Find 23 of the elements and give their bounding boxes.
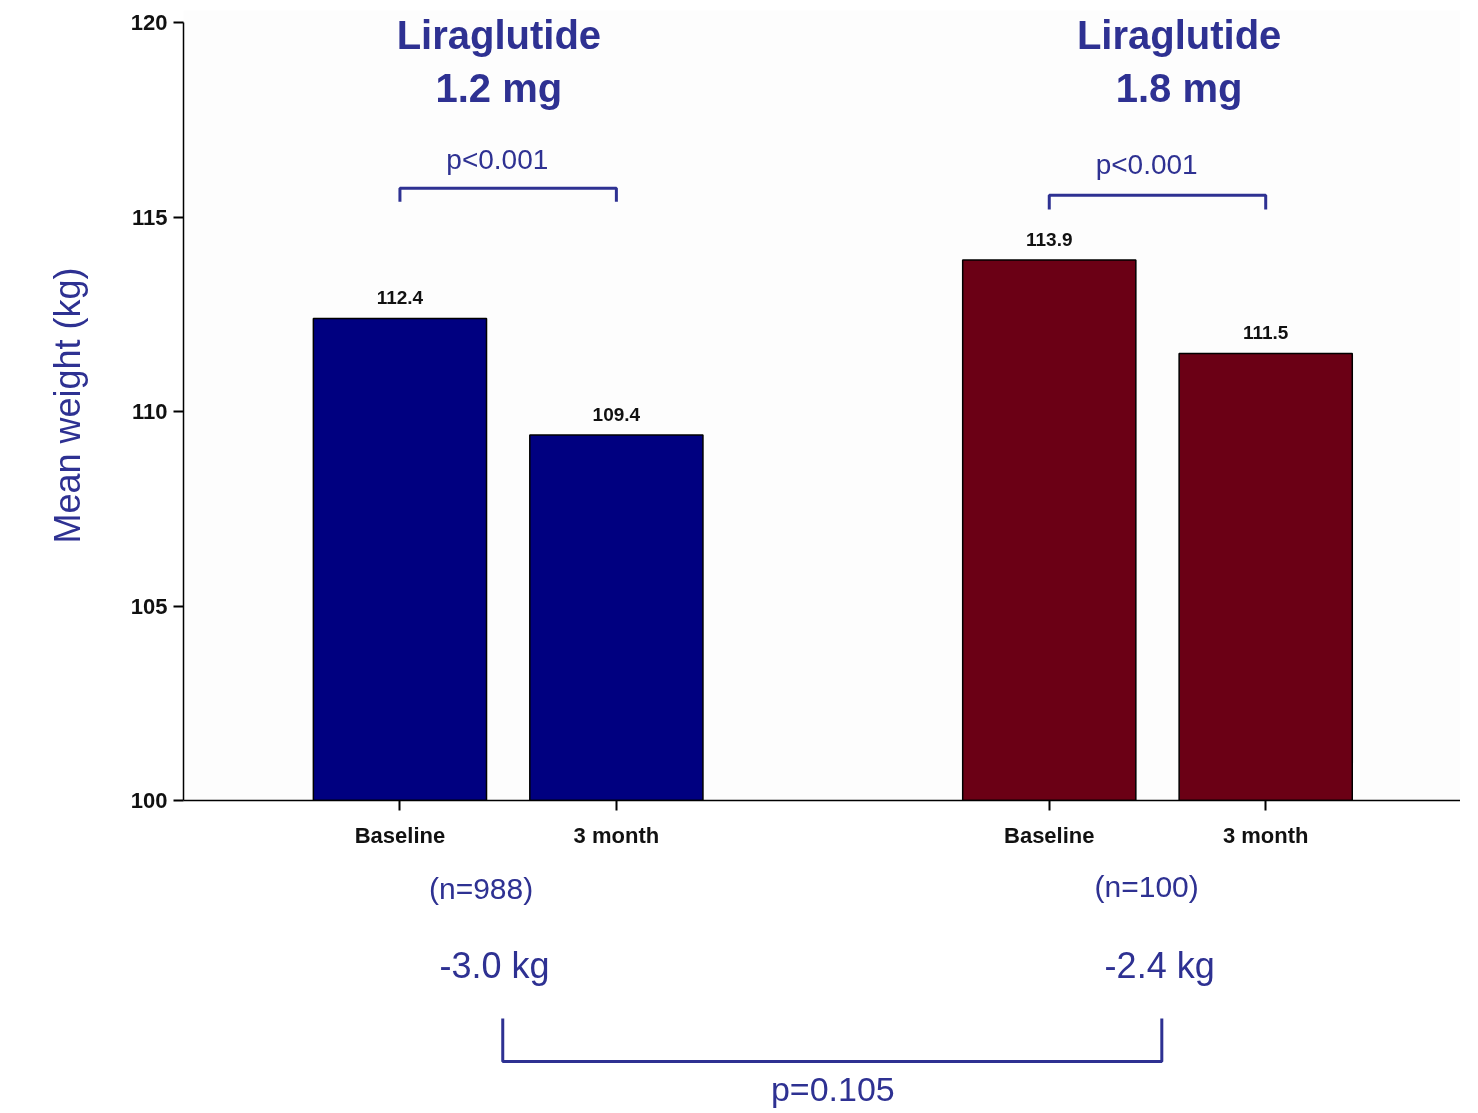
data-label: 109.4 <box>592 404 641 426</box>
y-tick-label: 100 <box>130 788 168 813</box>
x-tick-label: 3 month <box>1222 822 1309 848</box>
text: p=0.105 <box>770 1069 895 1108</box>
x-tick-label: 3 month <box>573 822 660 848</box>
y-tick-label: 120 <box>130 10 168 36</box>
text: (n=100) <box>1094 870 1199 903</box>
y-axis-title: Mean weight (kg) <box>46 267 88 544</box>
y-tick-label: 110 <box>132 399 168 425</box>
text: -3.0 kg <box>439 945 550 986</box>
annotation: p<0.001 <box>1095 148 1198 180</box>
data-label: 112.4 <box>376 287 424 309</box>
annotation: p<0.001 <box>446 143 549 175</box>
y-tick-label: 105 <box>130 593 168 619</box>
data-label: 111.5 <box>1242 322 1289 344</box>
annotation: Liraglutide 1.2 mg <box>396 13 602 111</box>
x-tick-label: Baseline <box>1004 822 1095 848</box>
y-tick-label: 115 <box>132 204 168 230</box>
annotation: Liraglutide 1.8 mg <box>1076 13 1282 111</box>
text: (n=988) <box>428 872 534 905</box>
x-tick-label: Baseline <box>354 822 446 848</box>
data-label: 113.9 <box>1026 229 1073 251</box>
text: -2.4 kg <box>1104 945 1215 986</box>
